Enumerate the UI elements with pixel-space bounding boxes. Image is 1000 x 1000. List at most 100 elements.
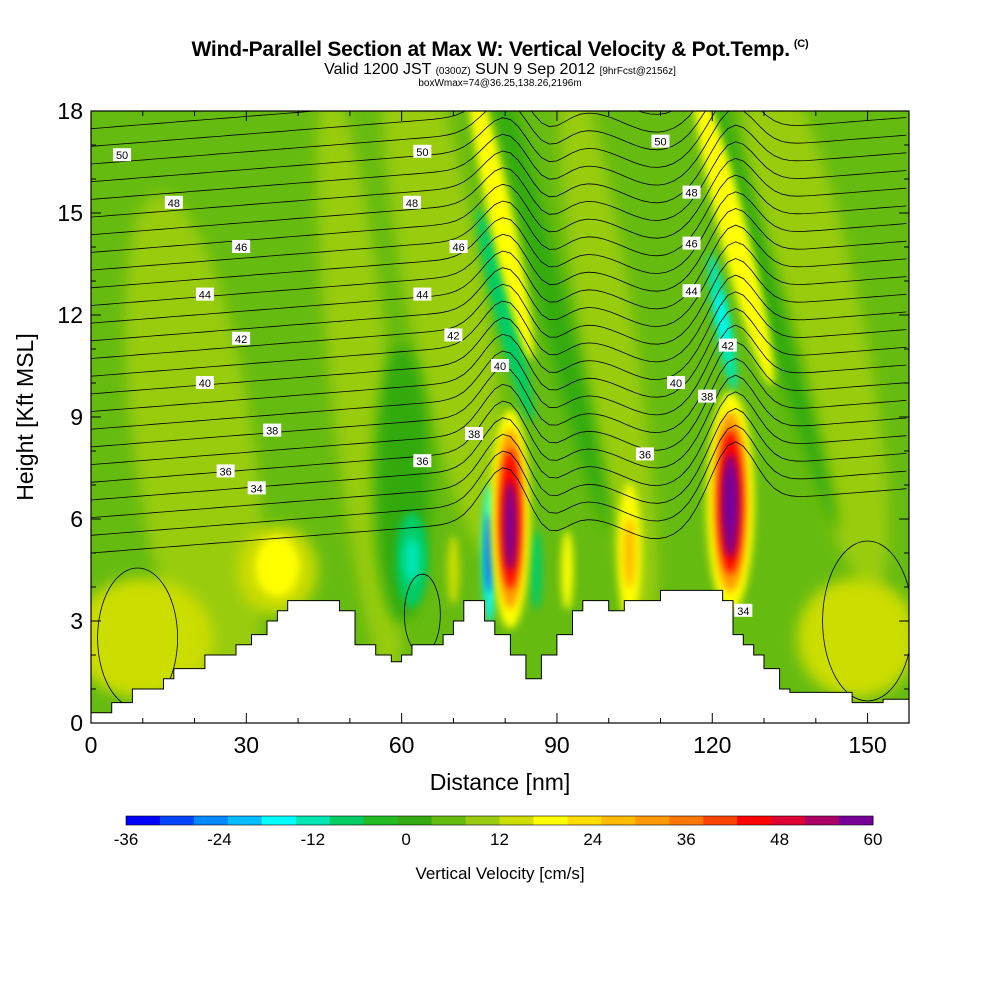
contour-label-box (232, 240, 251, 253)
w-region (561, 530, 574, 610)
contour-label: 36 (413, 454, 432, 468)
chart-title: Wind-Parallel Section at Max W: Vertical… (0, 38, 1000, 62)
contour-label-box (195, 376, 214, 389)
contour-label-text: 48 (406, 198, 418, 210)
contour-label-text: 40 (494, 361, 506, 373)
contour-label-text: 34 (737, 606, 749, 618)
y-tick-label: 6 (70, 506, 83, 532)
contour-label-text: 46 (235, 242, 247, 254)
contour-label-box (491, 359, 509, 372)
theta-line (91, 111, 907, 200)
contour-label-text: 42 (235, 334, 247, 346)
colorbar-swatch (329, 816, 365, 825)
colorbar-swatch (669, 816, 704, 825)
colorbar-swatch (159, 816, 195, 825)
chart-title-mark: (C) (793, 38, 809, 50)
chart-subtitle-2: boxWmax=74@36.25,138.26,2196m (418, 78, 582, 89)
colorbar-swatch (465, 816, 500, 825)
w-region (482, 111, 611, 534)
contour-label-box (718, 338, 737, 352)
contour-label-box (667, 376, 686, 389)
theta-line (91, 408, 907, 518)
contour-label: 50 (413, 144, 432, 159)
w-region (447, 535, 460, 605)
theta-line (91, 111, 907, 183)
colorbar-swatch (839, 816, 874, 825)
x-tick-label: 30 (234, 732, 260, 758)
contour-label: 48 (402, 195, 421, 210)
colorbar-swatch (261, 816, 297, 825)
colorbar-tick-label: 36 (677, 830, 696, 849)
contour-label: 46 (449, 240, 468, 254)
contour-label: 38 (263, 423, 282, 438)
contour-label-box (216, 464, 235, 478)
w-region (742, 111, 889, 590)
contour-label-text: 50 (116, 150, 128, 162)
contour-label: 42 (718, 338, 737, 353)
w-region (476, 208, 534, 422)
colorbar-swatch (601, 816, 636, 825)
colorbar-tick-label: 0 (401, 830, 410, 849)
theta-line (91, 258, 907, 359)
contour-label-box (195, 287, 214, 301)
y-tick-label: 9 (70, 404, 83, 430)
contour-label-box (232, 331, 251, 345)
colorbar-swatch (737, 816, 772, 825)
colorbar-tick-label: 48 (770, 830, 789, 849)
colorbar-tick-label: 60 (864, 830, 883, 849)
subtitle-valid: Valid 1200 JST (324, 61, 432, 78)
w-region (255, 536, 300, 597)
colorbar-tick-label: -12 (300, 830, 325, 849)
contour-labels: 50 50 50 48 48 48 46 46 46 44 44 44 42 42 42 40 40 40 38 38… (113, 134, 753, 618)
theta-line (91, 111, 694, 147)
contour-label-box (651, 134, 670, 148)
contour-label-box (682, 185, 701, 199)
contour-label-box (164, 195, 183, 209)
colorbar-swatch (499, 816, 534, 825)
w-region (726, 468, 735, 529)
contour-label-box (635, 447, 654, 461)
y-tick-label: 12 (57, 302, 83, 328)
theta-line (91, 124, 907, 218)
theta-line (91, 141, 907, 236)
colorbar-tick-label: 24 (583, 830, 602, 849)
contour-label: 46 (232, 240, 251, 254)
contour-label-box (113, 148, 132, 162)
contour-label-box (682, 284, 701, 298)
y-axis-title: Height [Kft MSL] (12, 333, 38, 500)
x-tick-label: 150 (848, 732, 886, 758)
theta-line (91, 441, 907, 554)
y-tick-label: 18 (57, 98, 83, 124)
contour-label-text: 46 (452, 242, 464, 254)
w-region (504, 480, 517, 571)
contour-label-box (413, 287, 432, 301)
y-tick-label: 3 (70, 608, 83, 634)
contour-label-text: 36 (639, 449, 651, 461)
contour-label-text: 38 (468, 429, 480, 441)
w-region (623, 518, 636, 588)
theta-line (91, 111, 674, 130)
contour-label-box (449, 240, 468, 253)
contour-label-box (682, 236, 701, 250)
contour-label-text: 50 (654, 137, 666, 149)
x-tick-label: 60 (389, 732, 415, 758)
colorbar-swatch (771, 816, 806, 825)
theta-line (91, 111, 706, 165)
contour-label-text: 44 (199, 290, 211, 302)
contour-label: 50 (113, 148, 132, 162)
w-region (466, 111, 534, 360)
colorbar-swatch (126, 816, 161, 825)
contour-label: 40 (491, 359, 509, 373)
contour-label-text: 48 (168, 198, 180, 210)
contour-label-text: 34 (251, 483, 263, 495)
contour-label-text: 50 (416, 147, 428, 159)
contour-label-box (465, 427, 484, 440)
contour-label-text: 42 (447, 330, 459, 342)
contour-label: 36 (635, 447, 654, 461)
colorbar-swatch (533, 816, 568, 825)
contour-label: 48 (164, 195, 183, 210)
contour-label-text: 40 (199, 378, 211, 390)
w-region (691, 111, 837, 531)
contour-label-box (413, 144, 432, 158)
